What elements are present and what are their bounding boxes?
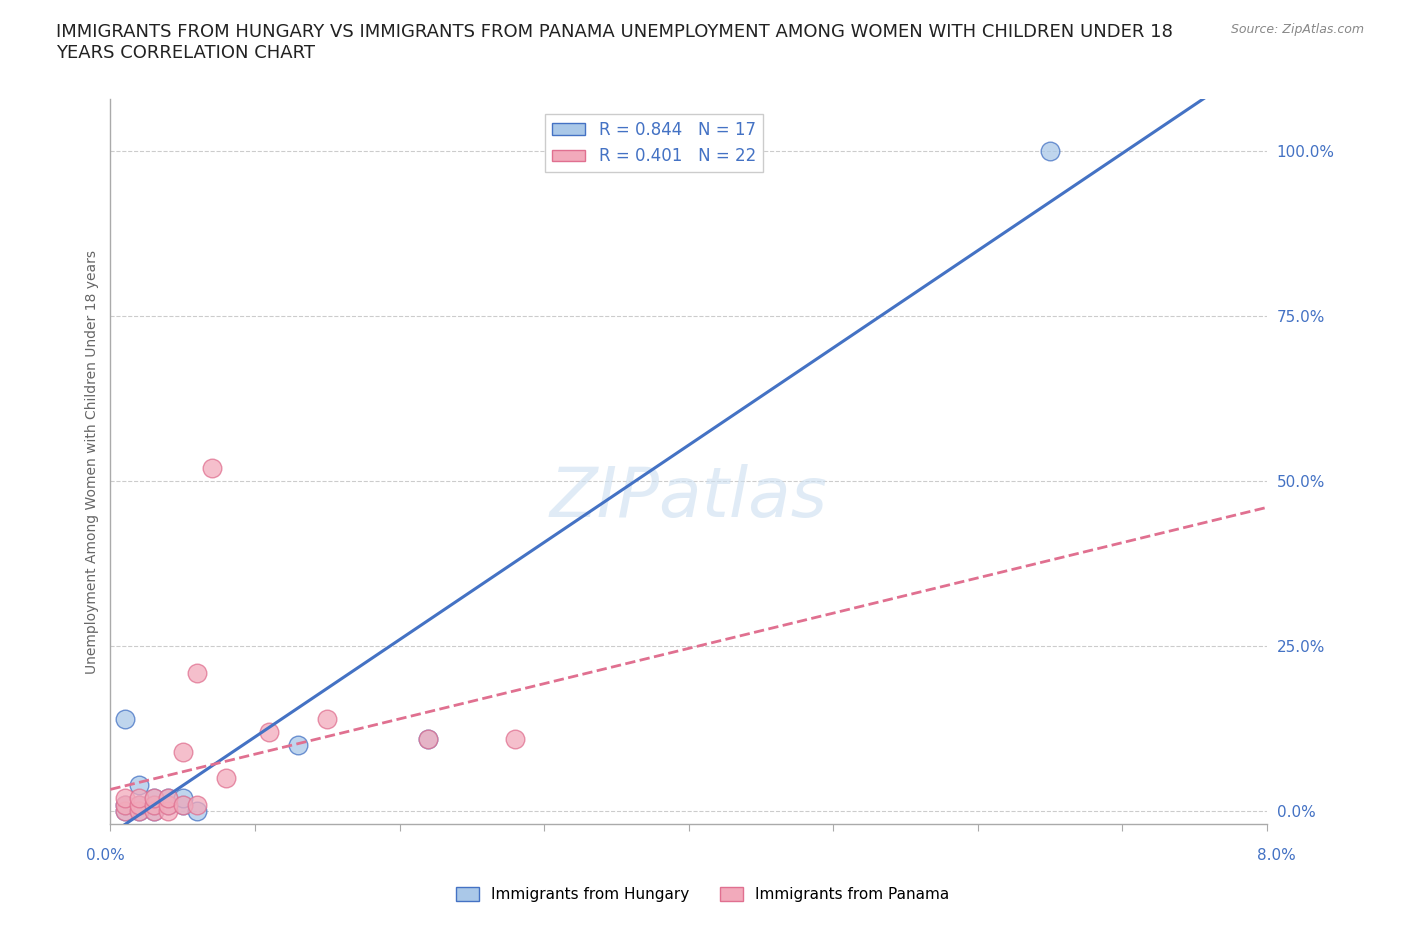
Point bbox=[128, 777, 150, 792]
Point bbox=[142, 804, 165, 818]
Point bbox=[186, 804, 208, 818]
Text: 8.0%: 8.0% bbox=[1257, 848, 1296, 863]
Point bbox=[259, 724, 281, 739]
Legend: Immigrants from Hungary, Immigrants from Panama: Immigrants from Hungary, Immigrants from… bbox=[450, 881, 956, 909]
Point bbox=[503, 731, 526, 746]
Point bbox=[201, 460, 224, 475]
Point bbox=[157, 797, 180, 812]
Point bbox=[128, 797, 150, 812]
Point bbox=[157, 790, 180, 805]
Point bbox=[172, 797, 194, 812]
Text: Source: ZipAtlas.com: Source: ZipAtlas.com bbox=[1230, 23, 1364, 36]
Point bbox=[114, 797, 136, 812]
Text: 0.0%: 0.0% bbox=[86, 848, 125, 863]
Point bbox=[418, 731, 440, 746]
Point bbox=[142, 790, 165, 805]
Point bbox=[157, 797, 180, 812]
Point bbox=[157, 804, 180, 818]
Point bbox=[172, 744, 194, 759]
Point bbox=[186, 665, 208, 680]
Point bbox=[418, 731, 440, 746]
Point bbox=[114, 790, 136, 805]
Y-axis label: Unemployment Among Women with Children Under 18 years: Unemployment Among Women with Children U… bbox=[86, 249, 100, 673]
Point bbox=[157, 790, 180, 805]
Point bbox=[114, 711, 136, 726]
Text: IMMIGRANTS FROM HUNGARY VS IMMIGRANTS FROM PANAMA UNEMPLOYMENT AMONG WOMEN WITH : IMMIGRANTS FROM HUNGARY VS IMMIGRANTS FR… bbox=[56, 23, 1173, 62]
Legend: R = 0.844   N = 17, R = 0.401   N = 22: R = 0.844 N = 17, R = 0.401 N = 22 bbox=[546, 114, 762, 172]
Point bbox=[316, 711, 339, 726]
Point bbox=[172, 790, 194, 805]
Point bbox=[142, 797, 165, 812]
Point bbox=[114, 804, 136, 818]
Point bbox=[1039, 144, 1062, 159]
Point bbox=[215, 771, 238, 786]
Point bbox=[128, 797, 150, 812]
Point bbox=[128, 790, 150, 805]
Point bbox=[287, 737, 309, 752]
Point bbox=[114, 797, 136, 812]
Point bbox=[186, 797, 208, 812]
Point bbox=[142, 797, 165, 812]
Point bbox=[128, 804, 150, 818]
Point bbox=[128, 804, 150, 818]
Point bbox=[142, 804, 165, 818]
Text: ZIPatlas: ZIPatlas bbox=[550, 464, 828, 531]
Point bbox=[142, 790, 165, 805]
Point bbox=[114, 804, 136, 818]
Point bbox=[172, 797, 194, 812]
